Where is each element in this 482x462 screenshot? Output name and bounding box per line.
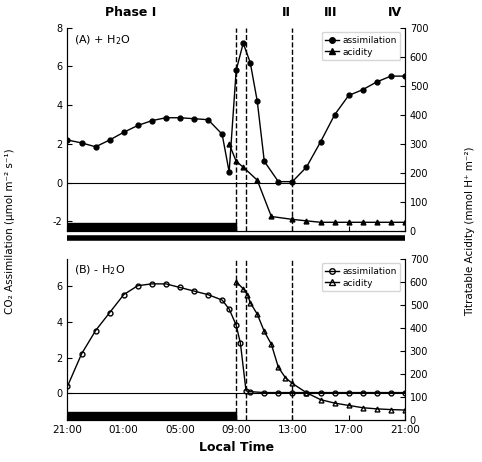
Legend: assimilation, acidity: assimilation, acidity: [321, 263, 401, 291]
Text: III: III: [323, 6, 337, 19]
X-axis label: Local Time: Local Time: [199, 441, 274, 454]
Legend: assimilation, acidity: assimilation, acidity: [321, 32, 401, 60]
Text: II: II: [282, 6, 291, 19]
Text: Phase I: Phase I: [105, 6, 156, 19]
Text: IV: IV: [388, 6, 402, 19]
Text: Titratable Acidity (mmol H⁺ m⁻²): Titratable Acidity (mmol H⁺ m⁻²): [465, 146, 475, 316]
Text: (A) + H$_2$O: (A) + H$_2$O: [74, 34, 131, 48]
Text: (B) - H$_2$O: (B) - H$_2$O: [74, 263, 125, 277]
Text: CO₂ Assimilation (μmol m⁻² s⁻¹): CO₂ Assimilation (μmol m⁻² s⁻¹): [5, 148, 14, 314]
